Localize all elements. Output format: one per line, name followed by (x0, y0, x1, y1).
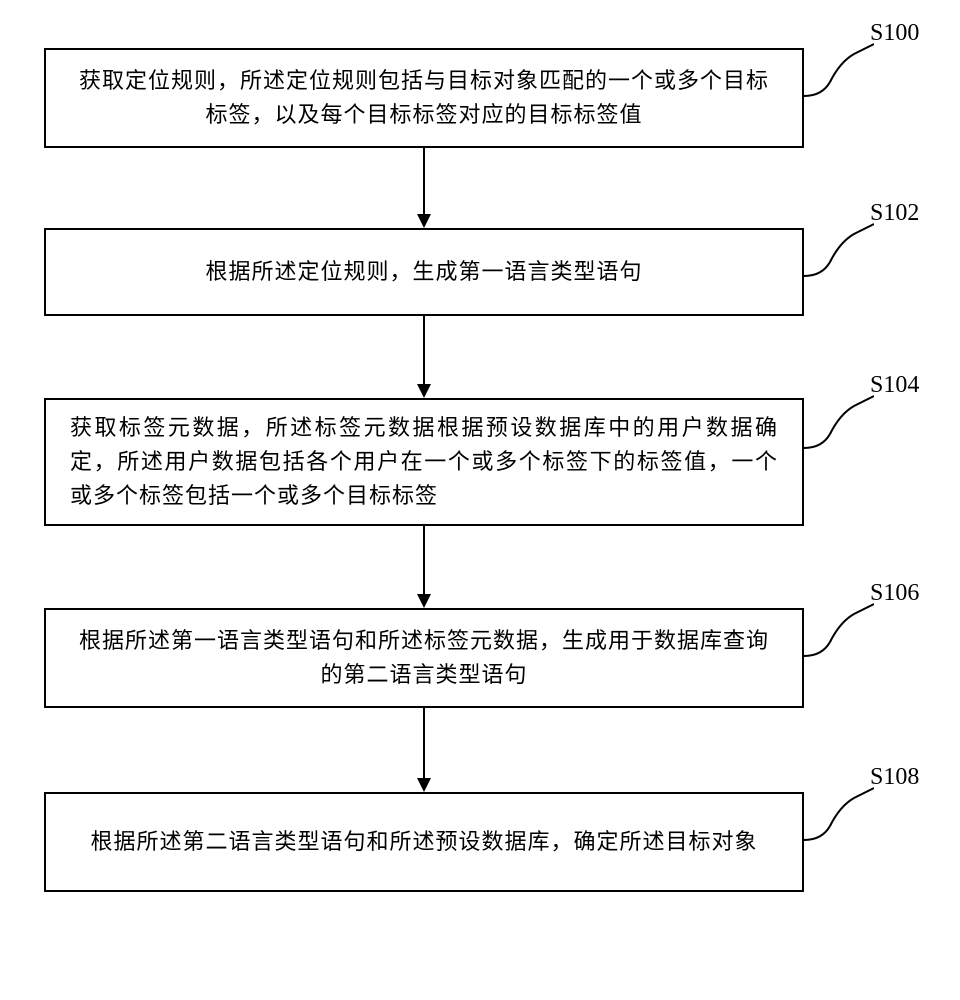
brace-s106 (804, 598, 874, 660)
flow-node-s104: 获取标签元数据，所述标签元数据根据预设数据库中的用户数据确定，所述用户数据包括各… (44, 398, 804, 526)
flow-node-text: 根据所述第二语言类型语句和所述预设数据库，确定所述目标对象 (90, 825, 757, 859)
brace-s102 (804, 218, 874, 280)
arrowhead-3 (417, 594, 431, 608)
connector-3 (423, 526, 425, 594)
flow-node-s106: 根据所述第一语言类型语句和所述标签元数据，生成用于数据库查询的第二语言类型语句 (44, 608, 804, 708)
flow-node-text: 根据所述第一语言类型语句和所述标签元数据，生成用于数据库查询的第二语言类型语句 (70, 624, 778, 692)
connector-4 (423, 708, 425, 778)
flow-node-s102: 根据所述定位规则，生成第一语言类型语句 (44, 228, 804, 316)
brace-s108 (804, 782, 874, 844)
connector-1 (423, 148, 425, 214)
arrowhead-2 (417, 384, 431, 398)
step-label-s104: S104 (870, 372, 919, 399)
flow-node-text: 获取标签元数据，所述标签元数据根据预设数据库中的用户数据确定，所述用户数据包括各… (70, 411, 778, 513)
connector-2 (423, 316, 425, 384)
brace-s100 (804, 38, 874, 100)
flow-node-s100: 获取定位规则，所述定位规则包括与目标对象匹配的一个或多个目标标签，以及每个目标标… (44, 48, 804, 148)
flow-node-text: 根据所述定位规则，生成第一语言类型语句 (205, 255, 642, 289)
step-label-s108: S108 (870, 764, 919, 791)
flowchart-diagram: 获取定位规则，所述定位规则包括与目标对象匹配的一个或多个目标标签，以及每个目标标… (0, 0, 960, 1000)
arrowhead-4 (417, 778, 431, 792)
step-label-s102: S102 (870, 200, 919, 227)
brace-s104 (804, 390, 874, 452)
flow-node-s108: 根据所述第二语言类型语句和所述预设数据库，确定所述目标对象 (44, 792, 804, 892)
flow-node-text: 获取定位规则，所述定位规则包括与目标对象匹配的一个或多个目标标签，以及每个目标标… (70, 64, 778, 132)
step-label-s106: S106 (870, 580, 919, 607)
arrowhead-1 (417, 214, 431, 228)
step-label-s100: S100 (870, 20, 919, 47)
